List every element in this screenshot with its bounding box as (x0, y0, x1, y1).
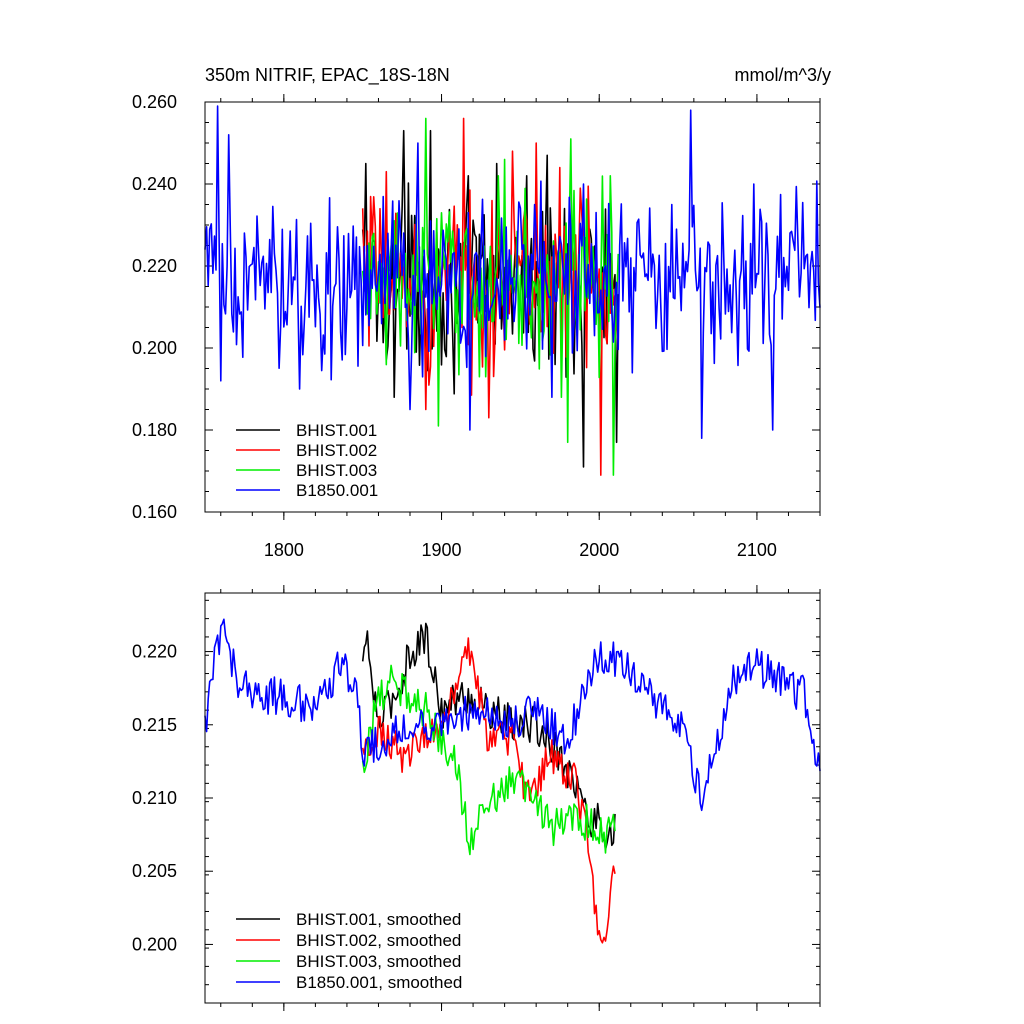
y-tick-label: 0.210 (132, 788, 177, 808)
legend-label: B1850.001 (296, 481, 378, 500)
y-tick-label: 0.200 (132, 338, 177, 358)
top-plot-frame (204, 101, 821, 513)
y-tick-label: 0.180 (132, 420, 177, 440)
y-tick-label: 0.220 (132, 256, 177, 276)
x-tick-label: 1800 (264, 540, 304, 560)
bottom-legend: BHIST.001, smoothed BHIST.002, smoothed BH… (236, 910, 462, 992)
x-tick-label: 2100 (737, 540, 777, 560)
bottom-plot-frame (204, 592, 821, 1004)
units-label: mmol/m^3/y (735, 65, 831, 85)
series-line-bhist-003 (361, 664, 616, 856)
legend-label: BHIST.002, smoothed (296, 931, 461, 950)
y-tick-label: 0.205 (132, 861, 177, 881)
legend-label: BHIST.002 (296, 441, 377, 460)
y-tick-label: 0.215 (132, 715, 177, 735)
top-axes: 0.160 0.180 0.200 0.220 0.240 0.260 1800 1900 20… (132, 92, 821, 560)
legend-label: BHIST.001 (296, 421, 377, 440)
bottom-panel: 0.200 0.205 0.210 0.215 0.220 BHIST.001, smo… (132, 585, 821, 1011)
series-line-bhist-003 (361, 117, 619, 476)
bottom-series-group (204, 618, 821, 944)
y-tick-label: 0.260 (132, 92, 177, 112)
legend-label: BHIST.003, smoothed (296, 952, 461, 971)
y-tick-label: 0.240 (132, 174, 177, 194)
x-tick-label: 2000 (579, 540, 619, 560)
y-tick-label: 0.200 (132, 934, 177, 954)
y-tick-label: 0.220 (132, 642, 177, 662)
chart-title: 350m NITRIF, EPAC_18S-18N (205, 65, 450, 86)
x-tick-label: 1900 (422, 540, 462, 560)
series-line-b1850-001 (204, 105, 821, 439)
series-line-b1850-001 (204, 618, 821, 812)
top-panel: 350m NITRIF, EPAC_18S-18N mmol/m^3/y 0.1… (132, 65, 831, 560)
legend-label: BHIST.001, smoothed (296, 910, 461, 929)
bottom-axes: 0.200 0.205 0.210 0.215 0.220 (132, 585, 821, 1011)
legend-label: B1850.001, smoothed (296, 973, 462, 992)
top-series-group (204, 105, 821, 476)
legend-label: BHIST.003 (296, 461, 377, 480)
y-tick-label: 0.160 (132, 502, 177, 522)
series-line-bhist-002 (361, 637, 616, 944)
